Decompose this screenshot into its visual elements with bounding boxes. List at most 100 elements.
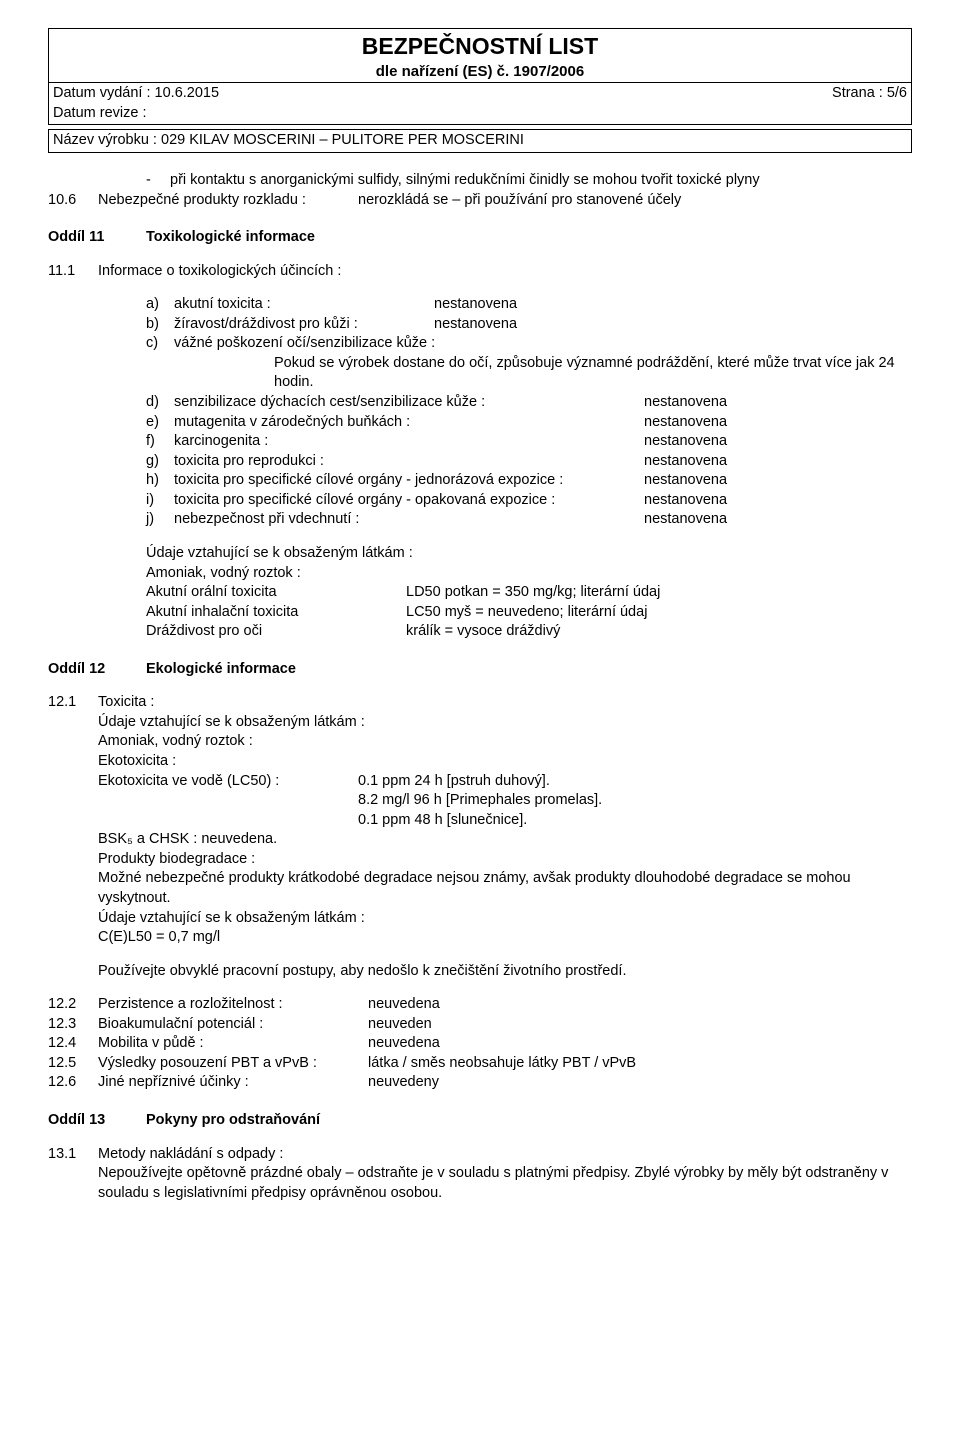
header-top: BEZPEČNOSTNÍ LIST dle nařízení (ES) č. 1… (49, 29, 911, 82)
biodeg-text: Možné nebezpečné produkty krátkodobé deg… (98, 869, 912, 908)
row-12-3: 12.3 Bioakumulační potenciál : neuveden (48, 1015, 912, 1035)
list-e: e) mutagenita v zárodečných buňkách : ne… (146, 413, 912, 433)
num-12-4: 12.4 (48, 1034, 98, 1054)
row-12-2: 12.2 Perzistence a rozložitelnost : neuv… (48, 995, 912, 1015)
section-11-title: Toxikologické informace (146, 228, 315, 248)
tox-inhal-value: LC50 myš = neuvedeno; literární údaj (406, 603, 912, 623)
product-label: Název výrobku : (53, 132, 157, 148)
s12-l4: Údaje vztahující se k obsaženým látkám : (98, 909, 912, 929)
label-12-6: Jiné nepříznivé účinky : (98, 1073, 368, 1093)
letter-g: g) (146, 452, 174, 472)
section-13-num: Oddíl 13 (48, 1111, 146, 1131)
label-12-4: Mobilita v půdě : (98, 1034, 368, 1054)
label-12-2: Perzistence a rozložitelnost : (98, 995, 368, 1015)
text-e: mutagenita v zárodečných buňkách : (174, 413, 644, 433)
text-a: akutní toxicita : (174, 295, 434, 315)
section-11-num: Oddíl 11 (48, 228, 146, 248)
text-c: vážné poškození očí/senzibilizace kůže : (174, 334, 435, 354)
doc-title: BEZPEČNOSTNÍ LIST (49, 31, 911, 62)
eco1: 0.1 ppm 24 h [pstruh duhový]. (358, 772, 550, 792)
text-d: senzibilizace dýchacích cest/senzibiliza… (174, 393, 644, 413)
tox-eye-label: Dráždivost pro oči (146, 622, 406, 642)
line-sulfidy: - při kontaktu s anorganickými sulfidy, … (146, 171, 912, 191)
section-13-title: Pokyny pro odstraňování (146, 1111, 320, 1131)
header-dates-left: Datum vydání : 10.6.2015 Datum revize : (53, 84, 832, 123)
num-12-2: 12.2 (48, 995, 98, 1015)
val-12-4: neuvedena (368, 1034, 912, 1054)
dash: - (146, 171, 170, 191)
letter-d: d) (146, 393, 174, 413)
text-h: toxicita pro specifické cílové orgány - … (174, 471, 644, 491)
list-b: b) žíravost/dráždivost pro kůži : nestan… (146, 315, 912, 335)
doc-subtitle: dle nařízení (ES) č. 1907/2006 (49, 62, 911, 82)
val-g: nestanovena (644, 452, 727, 472)
letter-b: b) (146, 315, 174, 335)
section-13-head: Oddíl 13 Pokyny pro odstraňování (48, 1111, 912, 1131)
list-i: i) toxicita pro specifické cílové orgány… (146, 491, 912, 511)
sulfidy-text: při kontaktu s anorganickými sulfidy, si… (170, 171, 912, 191)
tox-oral: Akutní orální toxicita LD50 potkan = 350… (146, 583, 912, 603)
letter-a: a) (146, 295, 174, 315)
row-13-1: 13.1 Metody nakládání s odpady : (48, 1145, 912, 1165)
cel50: C(E)L50 = 0,7 mg/l (98, 928, 912, 948)
val-12-5: látka / směs neobsahuje látky PBT / vPvB (368, 1054, 912, 1074)
val-d: nestanovena (644, 393, 727, 413)
val-e: nestanovena (644, 413, 727, 433)
text-g: toxicita pro reprodukci : (174, 452, 644, 472)
row-12-1: 12.1 Toxicita : (48, 693, 912, 713)
value-10-6: nerozkládá se – při používání pro stanov… (358, 191, 912, 211)
list-g: g) toxicita pro reprodukci : nestanovena (146, 452, 912, 472)
list-a: a) akutní toxicita : nestanovena (146, 295, 912, 315)
num-11-1: 11.1 (48, 262, 98, 282)
header-box: BEZPEČNOSTNÍ LIST dle nařízení (ES) č. 1… (48, 28, 912, 125)
list-j: j) nebezpečnost při vdechnutí : nestanov… (146, 510, 912, 530)
text-b: žíravost/dráždivost pro kůži : (174, 315, 434, 335)
val-12-6: neuvedeny (368, 1073, 912, 1093)
letter-j: j) (146, 510, 174, 530)
list-c: c) vážné poškození očí/senzibilizace kůž… (146, 334, 912, 354)
eco3: 0.1 ppm 48 h [slunečnice]. (358, 811, 912, 831)
eco2: 8.2 mg/l 96 h [Primephales promelas]. (358, 791, 912, 811)
label-10-6: Nebezpečné produkty rozkladu : (98, 191, 358, 211)
label-12-5: Výsledky posouzení PBT a vPvB : (98, 1054, 368, 1074)
date-revision-label: Datum revize : (53, 104, 832, 124)
product-box: Název výrobku : 029 KILAV MOSCERINI – PU… (48, 129, 912, 153)
val-j: nestanovena (644, 510, 727, 530)
biodeg-label: Produkty biodegradace : (98, 850, 912, 870)
page-label: Strana : 5/6 (832, 84, 907, 123)
row-11-1: 11.1 Informace o toxikologických účincíc… (48, 262, 912, 282)
list-h: h) toxicita pro specifické cílové orgány… (146, 471, 912, 491)
row-12-6: 12.6 Jiné nepříznivé účinky : neuvedeny (48, 1073, 912, 1093)
c-note: Pokud se výrobek dostane do očí, způsobu… (274, 354, 912, 393)
s12-l3: Ekotoxicita : (98, 752, 912, 772)
num-13-1: 13.1 (48, 1145, 98, 1165)
list-f: f) karcinogenita : nestanovena (146, 432, 912, 452)
letter-h: h) (146, 471, 174, 491)
val-b: nestanovena (434, 315, 517, 335)
letter-f: f) (146, 432, 174, 452)
date-issue-value: 10.6.2015 (155, 85, 220, 101)
header-dates: Datum vydání : 10.6.2015 Datum revize : … (49, 82, 911, 124)
label-12-3: Bioakumulační potenciál : (98, 1015, 368, 1035)
letter-c: c) (146, 334, 174, 354)
eco-row: Ekotoxicita ve vodě (LC50) : 0.1 ppm 24 … (98, 772, 912, 792)
letter-e: e) (146, 413, 174, 433)
product-value: 029 KILAV MOSCERINI – PULITORE PER MOSCE… (161, 132, 524, 148)
tox-oral-value: LD50 potkan = 350 mg/kg; literární údaj (406, 583, 912, 603)
row-12-4: 12.4 Mobilita v půdě : neuvedena (48, 1034, 912, 1054)
label-11-1: Informace o toxikologických účincích : (98, 262, 341, 282)
text-i: toxicita pro specifické cílové orgány - … (174, 491, 644, 511)
tox-eye-value: králík = vysoce dráždivý (406, 622, 912, 642)
eco-label: Ekotoxicita ve vodě (LC50) : (98, 772, 358, 792)
section-12-title: Ekologické informace (146, 660, 296, 680)
val-a: nestanovena (434, 295, 517, 315)
text-j: nebezpečnost při vdechnutí : (174, 510, 644, 530)
label-13-1: Metody nakládání s odpady : (98, 1145, 283, 1165)
tox-inhal: Akutní inhalační toxicita LC50 myš = neu… (146, 603, 912, 623)
bsk: BSK₅ a CHSK : neuvedena. (98, 830, 912, 850)
text-f: karcinogenita : (174, 432, 644, 452)
row-10-6: 10.6 Nebezpečné produkty rozkladu : nero… (48, 191, 912, 211)
tox-head: Údaje vztahující se k obsaženým látkám : (48, 544, 912, 564)
num-12-5: 12.5 (48, 1054, 98, 1074)
section-11-head: Oddíl 11 Toxikologické informace (48, 228, 912, 248)
